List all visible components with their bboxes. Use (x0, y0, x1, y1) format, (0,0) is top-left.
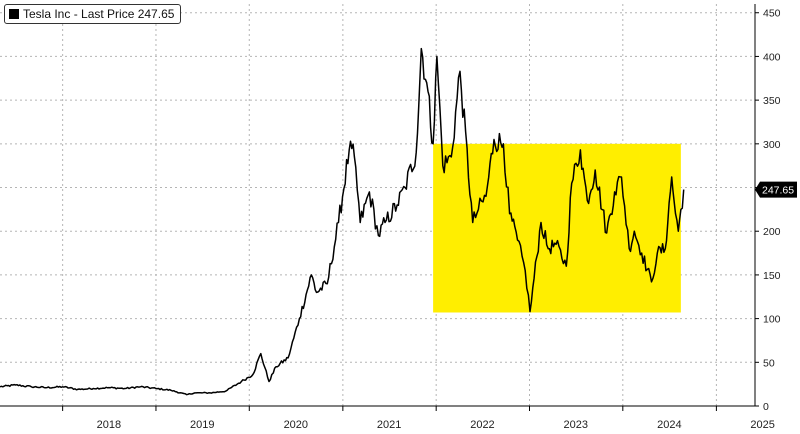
x-tick-label: 2019 (190, 419, 214, 431)
grid (0, 4, 755, 406)
x-tick-label: 2021 (377, 419, 401, 431)
y-tick-label: 0 (763, 401, 769, 413)
y-tick-label: 450 (763, 8, 781, 20)
highlight-box (433, 143, 681, 313)
axes (0, 4, 756, 407)
x-tick-label: 2024 (657, 419, 681, 431)
series-line-0 (0, 47, 685, 396)
last-price-label: 247.65 (762, 185, 794, 197)
last-price-badge (755, 181, 797, 198)
y-tick-label: 350 (763, 95, 781, 107)
x-tick-label: 2023 (564, 419, 588, 431)
y-tick-label: 50 (763, 357, 775, 369)
y-tick-label: 150 (763, 270, 781, 282)
x-tick-label: 2018 (97, 419, 121, 431)
y-tick-label: 200 (763, 226, 781, 238)
last-price-tag: 247.65 (755, 181, 797, 198)
x-tick-label: 2020 (284, 419, 308, 431)
x-tick-label: 2022 (470, 419, 494, 431)
legend-swatch (9, 9, 19, 19)
series-layer (0, 47, 685, 396)
y-axis-ticks: 050100150200250300350400450 (755, 8, 781, 413)
x-tick-label: 2025 (750, 419, 774, 431)
legend-label: Tesla Inc - Last Price 247.65 (23, 7, 175, 21)
x-axis-ticks: 2018 2019 2020 2021 2022 2023 2024 2025 (62, 406, 775, 431)
legend: Tesla Inc - Last Price 247.65 (4, 4, 182, 24)
y-tick-label: 400 (763, 51, 781, 63)
y-tick-label: 300 (763, 139, 781, 151)
y-tick-label: 100 (763, 314, 781, 326)
